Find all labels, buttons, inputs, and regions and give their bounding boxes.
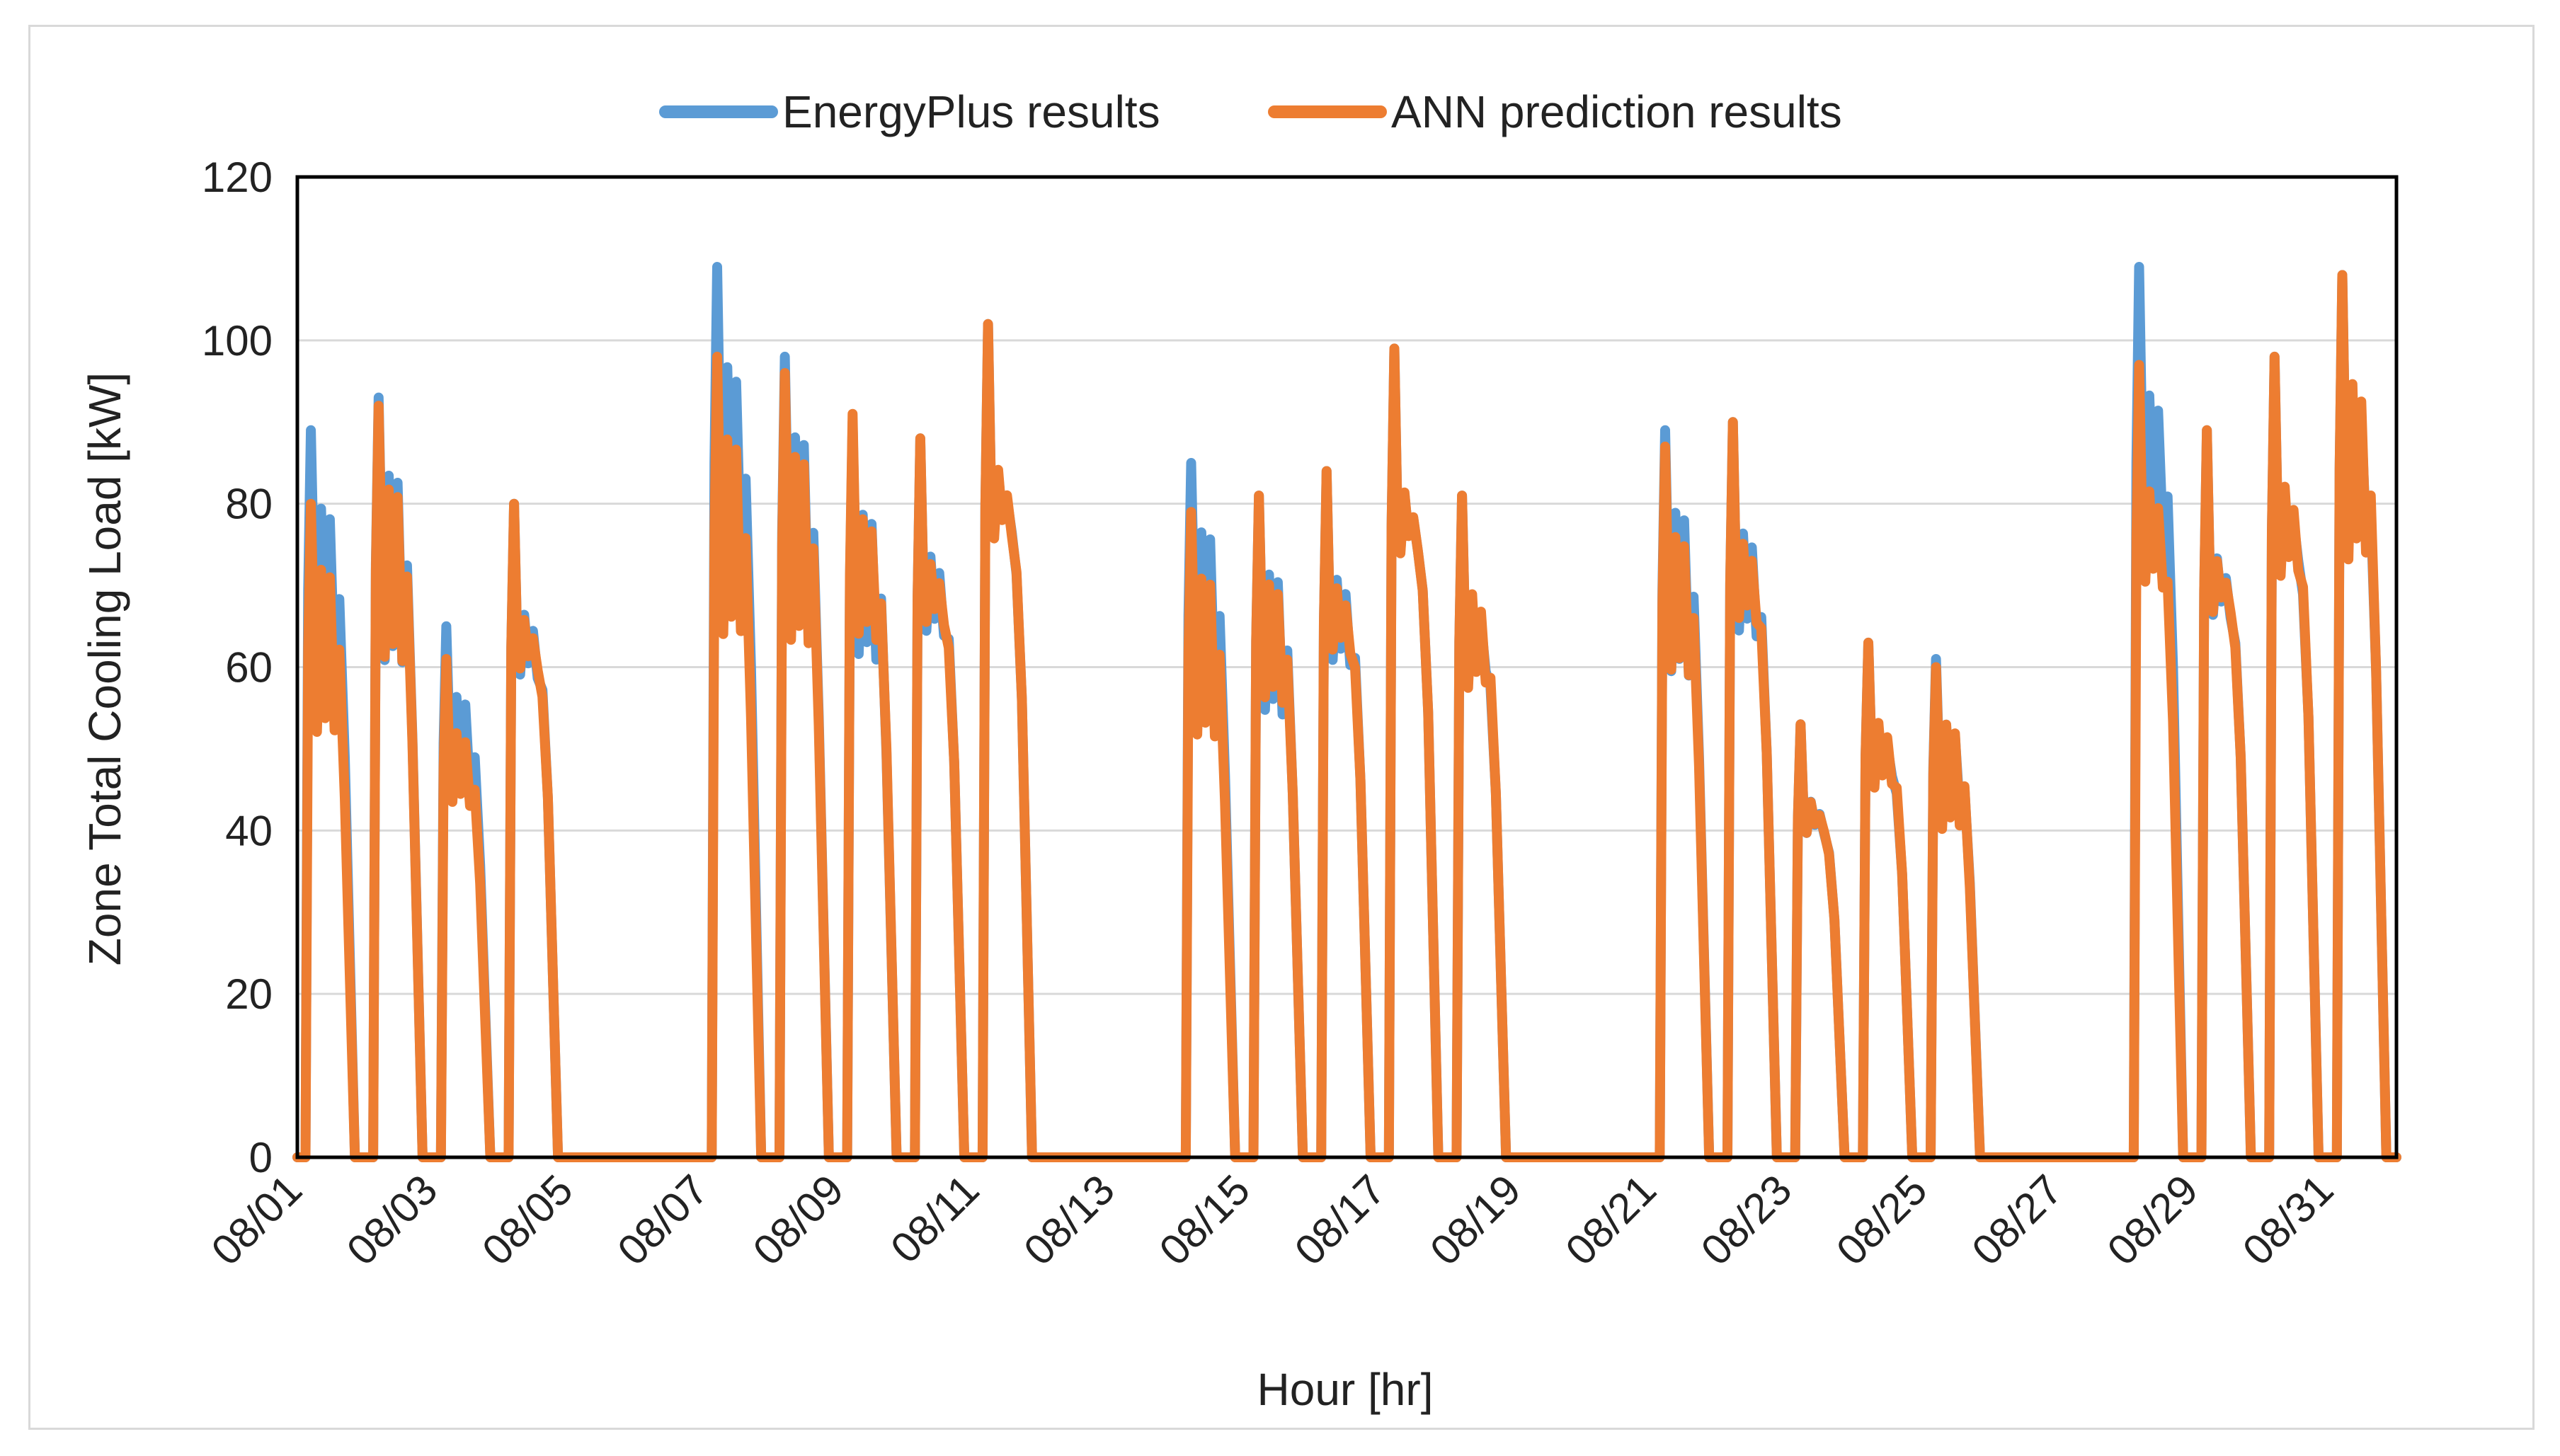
x-axis-ticks: 08/01 08/03 08/05 08/07 08/09 08/11 08/13 08/15…	[202, 1166, 2343, 1275]
x-axis-title: Hour [hr]	[1257, 1364, 1434, 1415]
legend[interactable]: EnergyPlus results ANN prediction result…	[659, 86, 1842, 137]
x-tick-label-08-21: 08/21	[1557, 1166, 1666, 1275]
x-tick-label-08-31: 08/31	[2234, 1166, 2343, 1275]
x-tick-label-08-17: 08/17	[1286, 1166, 1395, 1275]
x-tick-label-08-01: 08/01	[202, 1166, 312, 1275]
series-lines	[292, 262, 2401, 1162]
y-tick-label-0: 0	[249, 1134, 273, 1181]
x-tick-label-08-13: 08/13	[1015, 1166, 1124, 1275]
x-tick-label-08-23: 08/23	[1692, 1166, 1801, 1275]
y-axis-title: Zone Total Cooling Load [kW]	[79, 372, 130, 965]
series-line-ann	[292, 270, 2401, 1162]
y-tick-label-60: 60	[225, 644, 273, 692]
x-tick-label-08-19: 08/19	[1421, 1166, 1530, 1275]
x-tick-label-08-11: 08/11	[881, 1166, 988, 1272]
y-tick-label-80: 80	[225, 481, 273, 528]
legend-label-ann: ANN prediction results	[1391, 86, 1842, 137]
x-tick-label-08-05: 08/05	[473, 1166, 582, 1275]
y-axis-ticks: 0 20 40 60 80 100 120	[202, 154, 273, 1181]
x-tick-label-08-29: 08/29	[2098, 1166, 2207, 1275]
x-tick-label-08-15: 08/15	[1150, 1166, 1259, 1275]
legend-label-energyplus: EnergyPlus results	[782, 86, 1160, 137]
x-tick-label-08-27: 08/27	[1962, 1166, 2072, 1275]
x-tick-label-08-09: 08/09	[744, 1166, 853, 1275]
gridlines	[297, 339, 2396, 995]
y-tick-label-100: 100	[202, 317, 273, 365]
series-line-energyplus	[292, 262, 2401, 1162]
x-tick-label-08-03: 08/03	[338, 1166, 447, 1275]
y-tick-label-40: 40	[225, 807, 273, 854]
x-tick-label-08-25: 08/25	[1827, 1166, 1936, 1275]
x-tick-label-08-07: 08/07	[609, 1166, 718, 1275]
y-tick-label-20: 20	[225, 970, 273, 1018]
y-tick-label-120: 120	[202, 154, 273, 201]
plot-area-border	[295, 175, 2399, 1159]
